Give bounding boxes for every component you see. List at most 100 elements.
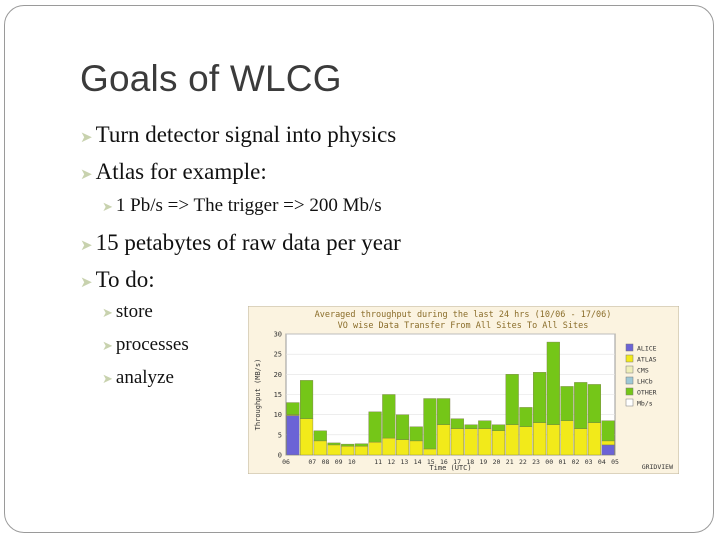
bullet-text: analyze bbox=[115, 367, 174, 388]
bar-segment bbox=[560, 386, 574, 421]
bullet-item: ➤ 1 Pb/s => The trigger => 200 Mb/s bbox=[102, 196, 382, 215]
bar-segment bbox=[313, 440, 327, 456]
bar-segment bbox=[368, 441, 382, 456]
arrow-bullet-icon: ➤ bbox=[80, 130, 93, 146]
x-axis-label: Time (UTC) bbox=[429, 464, 471, 472]
arrow-bullet-icon: ➤ bbox=[80, 275, 93, 291]
bar-segment bbox=[300, 380, 314, 419]
bar-segment bbox=[395, 439, 410, 456]
bullet-item: ➤ processes bbox=[102, 335, 189, 354]
bar-segment bbox=[587, 422, 601, 456]
x-tick-label: 10 bbox=[348, 458, 356, 466]
bar-segment bbox=[354, 443, 368, 447]
x-tick-label: 20 bbox=[493, 458, 501, 466]
y-tick-label: 30 bbox=[274, 331, 282, 339]
x-tick-label: 13 bbox=[401, 458, 409, 466]
bar-segment bbox=[437, 398, 451, 425]
bullet-text: Atlas for example: bbox=[95, 159, 267, 184]
arrow-bullet-icon: ➤ bbox=[102, 305, 113, 320]
bar-segment bbox=[423, 398, 437, 450]
bar-segment bbox=[478, 428, 492, 456]
arrow-bullet-icon: ➤ bbox=[102, 371, 113, 386]
bullet-item: ➤ 15 petabytes of raw data per year bbox=[80, 231, 401, 254]
bullet-text: 15 petabytes of raw data per year bbox=[95, 230, 401, 255]
legend-swatch bbox=[625, 376, 634, 385]
y-tick-label: 25 bbox=[274, 351, 282, 359]
x-tick-label: 09 bbox=[335, 458, 343, 466]
bar-segment bbox=[341, 443, 355, 447]
x-tick-label: 16 bbox=[440, 458, 448, 466]
bar-segment bbox=[574, 428, 588, 456]
legend-swatch bbox=[625, 387, 634, 396]
bar-segment bbox=[519, 426, 533, 456]
bar-segment bbox=[491, 424, 506, 431]
bar-segment bbox=[464, 428, 478, 456]
y-tick-label: 15 bbox=[274, 391, 282, 399]
bullet-item: ➤ Atlas for example: bbox=[80, 160, 267, 183]
x-tick-label: 08 bbox=[322, 458, 330, 466]
bar-segment bbox=[560, 420, 574, 456]
bar-segment bbox=[368, 411, 382, 443]
bar-segment bbox=[327, 444, 341, 456]
x-tick-label: 07 bbox=[308, 458, 316, 466]
x-tick-label: 18 bbox=[466, 458, 474, 466]
arrow-bullet-icon: ➤ bbox=[80, 167, 93, 183]
bullet-item: ➤ store bbox=[102, 302, 153, 321]
legend-swatch bbox=[625, 398, 634, 407]
bar-segment bbox=[423, 448, 437, 456]
legend-label: OTHER bbox=[637, 389, 657, 397]
x-tick-label: 05 bbox=[611, 458, 619, 466]
bar-segment bbox=[505, 374, 519, 425]
x-tick-label: 21 bbox=[506, 458, 514, 466]
bullet-item: ➤ To do: bbox=[80, 268, 155, 291]
bar-segment bbox=[546, 424, 560, 456]
bar-segment bbox=[313, 430, 327, 442]
legend-swatch bbox=[625, 343, 634, 352]
throughput-chart: Averaged throughput during the last 24 h… bbox=[247, 305, 680, 475]
bar-segment bbox=[286, 415, 300, 456]
bar-segment bbox=[437, 424, 451, 456]
bar-segment bbox=[587, 384, 601, 423]
bar-segment bbox=[601, 420, 615, 442]
chart-svg: Averaged throughput during the last 24 h… bbox=[247, 305, 680, 475]
bar-segment bbox=[601, 440, 615, 446]
chart-subtitle: VO wise Data Transfer From All Sites To … bbox=[338, 321, 589, 331]
legend-swatch bbox=[625, 354, 634, 363]
legend-label: Mb/s bbox=[637, 400, 653, 408]
bullet-text: To do: bbox=[95, 267, 155, 292]
x-tick-label: 06 bbox=[282, 458, 290, 466]
x-tick-label: 22 bbox=[519, 458, 527, 466]
x-tick-label: 01 bbox=[558, 458, 566, 466]
slide-title: Goals of WLCG bbox=[80, 58, 342, 99]
y-tick-label: 0 bbox=[278, 452, 282, 460]
bar-segment bbox=[409, 426, 423, 442]
bar-segment bbox=[546, 341, 560, 425]
bar-segment bbox=[533, 422, 547, 456]
legend-label: ALICE bbox=[637, 345, 657, 353]
bar-segment bbox=[409, 440, 423, 456]
bullet-text: Turn detector signal into physics bbox=[95, 122, 397, 147]
bar-segment bbox=[464, 424, 478, 429]
legend-label: LHCb bbox=[637, 378, 653, 386]
legend-swatch bbox=[625, 365, 634, 374]
x-tick-label: 23 bbox=[532, 458, 540, 466]
y-axis-label: Throughput (MB/s) bbox=[254, 359, 262, 431]
x-tick-label: 14 bbox=[414, 458, 422, 466]
bar-segment bbox=[505, 424, 519, 456]
bar-segment bbox=[327, 442, 341, 446]
bar-segment bbox=[519, 407, 533, 427]
arrow-bullet-icon: ➤ bbox=[102, 199, 113, 214]
bar-segment bbox=[601, 444, 615, 456]
legend-label: CMS bbox=[637, 367, 649, 375]
x-tick-label: 04 bbox=[598, 458, 606, 466]
chart-credit: GRIDVIEW bbox=[642, 463, 673, 471]
bullet-text: 1 Pb/s => The trigger => 200 Mb/s bbox=[115, 195, 382, 216]
bar-segment bbox=[491, 430, 506, 456]
bar-segment bbox=[354, 445, 368, 456]
bar-segment bbox=[574, 382, 588, 429]
x-tick-label: 02 bbox=[572, 458, 580, 466]
x-tick-label: 17 bbox=[453, 458, 461, 466]
bar-segment bbox=[382, 394, 396, 439]
arrow-bullet-icon: ➤ bbox=[80, 238, 93, 254]
x-tick-label: 00 bbox=[545, 458, 553, 466]
